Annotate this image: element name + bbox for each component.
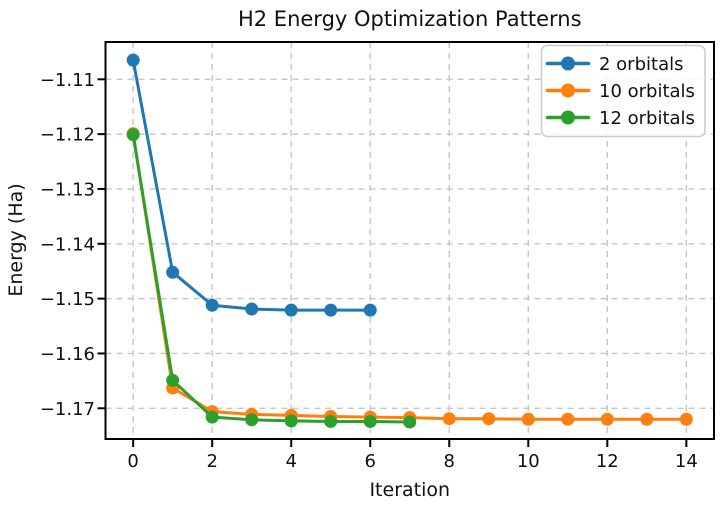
- legend-item: 12 orbitals: [545, 108, 695, 129]
- legend-item: 2 orbitals: [545, 54, 683, 75]
- data-point-12-orbitals: [166, 373, 180, 387]
- data-point-12-orbitals: [363, 414, 377, 428]
- data-point-2-orbitals: [245, 302, 259, 316]
- data-point-12-orbitals: [403, 415, 417, 429]
- data-point-10-orbitals: [640, 412, 654, 426]
- data-point-10-orbitals: [442, 412, 456, 426]
- data-point-10-orbitals: [482, 412, 496, 426]
- x-tick-label: 6: [365, 451, 376, 472]
- x-axis-label: Iteration: [369, 479, 450, 501]
- y-tick-label: −1.14: [40, 234, 95, 255]
- data-point-2-orbitals: [126, 53, 140, 67]
- series-line-10-orbitals: [131, 132, 688, 421]
- y-tick-label: −1.11: [40, 70, 95, 91]
- legend-label: 2 orbitals: [599, 54, 683, 75]
- chart-title: H2 Energy Optimization Patterns: [238, 7, 582, 31]
- x-tick-label: 8: [444, 451, 455, 472]
- data-point-2-orbitals: [363, 303, 377, 317]
- x-tick-label: 12: [596, 451, 619, 472]
- y-tick-label: −1.13: [40, 179, 95, 200]
- data-point-12-orbitals: [284, 414, 298, 428]
- data-point-2-orbitals: [166, 265, 180, 279]
- data-point-10-orbitals: [600, 412, 614, 426]
- legend-label: 10 orbitals: [599, 81, 695, 102]
- legend: 2 orbitals 10 orbitals 12 orbitals: [540, 44, 706, 138]
- y-axis-label: Energy (Ha): [5, 183, 27, 296]
- data-point-2-orbitals: [324, 303, 338, 317]
- x-tick-label: 14: [675, 451, 698, 472]
- x-tick-label: 4: [285, 451, 296, 472]
- series-layer: [126, 53, 693, 429]
- legend-label: 12 orbitals: [599, 108, 695, 129]
- legend-swatch-marker: [561, 56, 575, 71]
- legend-box: [540, 44, 706, 138]
- legend-swatch-marker: [561, 83, 575, 98]
- series-line-12-orbitals: [131, 133, 412, 424]
- x-tick-label: 0: [127, 451, 138, 472]
- axes-layer: 0 2 4 6 8 10 12 14 −1.11 −1.12 −1.13 −1.14 −1.15 −1.1…: [40, 41, 715, 472]
- data-point-10-orbitals: [561, 412, 575, 426]
- data-point-10-orbitals: [521, 412, 535, 426]
- data-point-12-orbitals: [205, 410, 219, 424]
- y-tick-label: −1.12: [40, 125, 95, 146]
- data-point-12-orbitals: [324, 414, 338, 428]
- data-point-2-orbitals: [205, 298, 219, 312]
- x-tick-label: 10: [517, 451, 540, 472]
- data-point-2-orbitals: [284, 303, 298, 317]
- data-point-12-orbitals: [126, 128, 140, 142]
- data-point-10-orbitals: [679, 412, 693, 426]
- data-point-12-orbitals: [245, 413, 259, 427]
- y-tick-label: −1.16: [40, 344, 95, 365]
- legend-item: 10 orbitals: [545, 81, 695, 102]
- legend-swatch-marker: [561, 110, 575, 125]
- y-tick-label: −1.15: [40, 289, 95, 310]
- y-tick-label: −1.17: [40, 399, 95, 420]
- axes-frame: [104, 41, 715, 440]
- x-tick-label: 2: [206, 451, 217, 472]
